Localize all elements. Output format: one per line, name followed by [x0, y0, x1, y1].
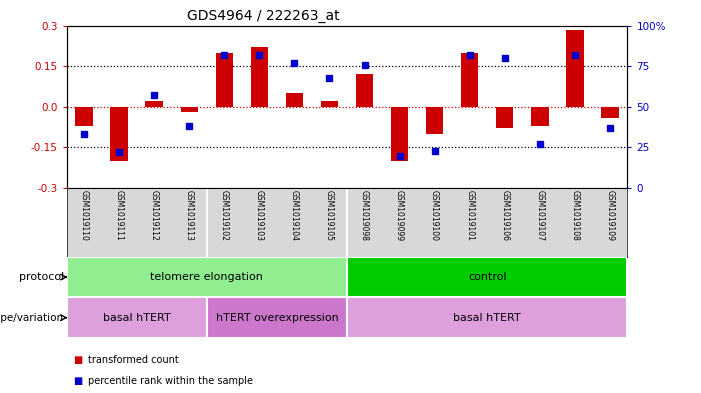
Bar	[67, 257, 347, 298]
Bar	[496, 107, 513, 129]
Bar	[347, 257, 627, 298]
Text: ■: ■	[74, 376, 83, 386]
Text: GSM1019105: GSM1019105	[325, 190, 334, 241]
Text: basal hTERT: basal hTERT	[454, 313, 521, 323]
Text: basal hTERT: basal hTERT	[103, 313, 170, 323]
Bar	[216, 53, 233, 107]
Text: transformed count: transformed count	[88, 354, 178, 365]
Bar	[111, 107, 128, 161]
Text: GSM1019099: GSM1019099	[395, 190, 404, 241]
Bar	[251, 47, 268, 107]
Bar	[320, 101, 338, 107]
Bar	[531, 107, 548, 126]
Bar	[391, 107, 408, 161]
Text: GSM1019107: GSM1019107	[536, 190, 544, 241]
Text: protocol: protocol	[18, 272, 64, 282]
Bar	[601, 107, 618, 118]
Text: GSM1019109: GSM1019109	[606, 190, 614, 241]
Bar	[461, 53, 478, 107]
Text: GSM1019111: GSM1019111	[115, 190, 123, 241]
Text: genotype/variation: genotype/variation	[0, 313, 64, 323]
Text: GSM1019100: GSM1019100	[430, 190, 439, 241]
Text: GSM1019110: GSM1019110	[80, 190, 88, 241]
Text: GSM1019102: GSM1019102	[220, 190, 229, 241]
Text: GSM1019101: GSM1019101	[465, 190, 474, 241]
Text: GSM1019108: GSM1019108	[571, 190, 579, 241]
Text: ■: ■	[74, 354, 83, 365]
Bar	[67, 298, 207, 338]
Text: GSM1019103: GSM1019103	[255, 190, 264, 241]
Bar	[207, 298, 347, 338]
Bar	[146, 101, 163, 107]
Bar	[426, 107, 443, 134]
Bar	[355, 74, 373, 107]
Bar	[347, 298, 627, 338]
Text: GSM1019113: GSM1019113	[185, 190, 193, 241]
Text: GSM1019106: GSM1019106	[501, 190, 509, 241]
Text: hTERT overexpression: hTERT overexpression	[215, 313, 339, 323]
Text: GSM1019098: GSM1019098	[360, 190, 369, 241]
Text: GSM1019104: GSM1019104	[290, 190, 299, 241]
Title: GDS4964 / 222263_at: GDS4964 / 222263_at	[186, 9, 339, 23]
Bar	[181, 107, 198, 112]
Text: telomere elongation: telomere elongation	[150, 272, 264, 282]
Text: percentile rank within the sample: percentile rank within the sample	[88, 376, 252, 386]
Text: GSM1019112: GSM1019112	[150, 190, 158, 241]
Bar	[286, 93, 303, 107]
Text: control: control	[468, 272, 507, 282]
Bar	[76, 107, 93, 126]
Bar	[566, 29, 583, 107]
